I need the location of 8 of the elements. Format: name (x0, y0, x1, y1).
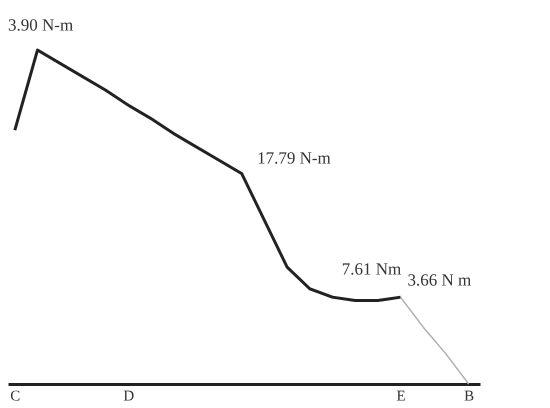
x-tick-label: B (464, 388, 474, 404)
annotation: 17.79 N-m (257, 148, 331, 168)
x-tick-label: E (396, 388, 406, 404)
text: 3.90 N-m (8, 15, 74, 34)
x-tick-label: C (10, 388, 20, 404)
x-tick-label: D (123, 388, 134, 404)
annotation: 7.61 Nm (342, 260, 402, 279)
annotation: 3.66 N m (408, 270, 472, 290)
